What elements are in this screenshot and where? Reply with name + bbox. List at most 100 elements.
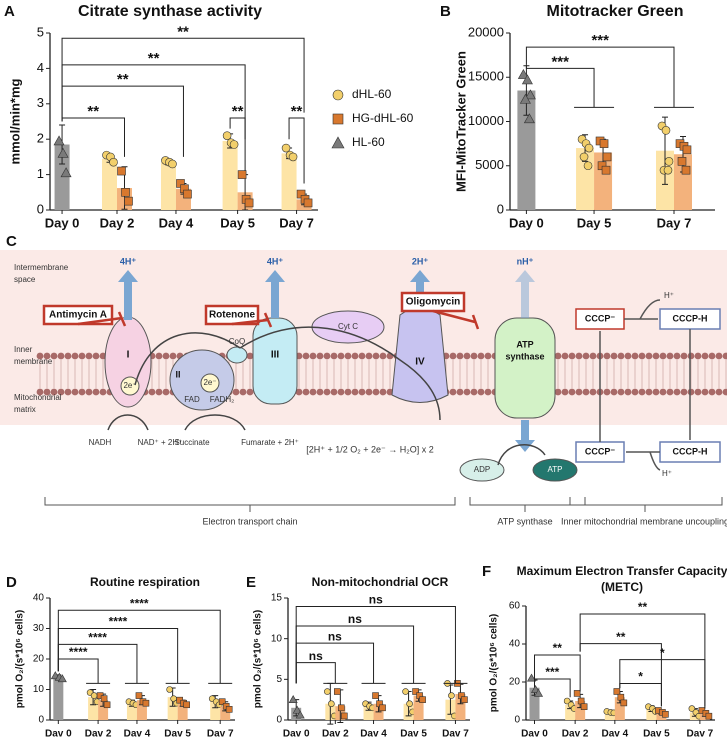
data-point (620, 699, 628, 707)
significance-bracket (579, 643, 662, 707)
proton: H⁺ (664, 291, 674, 300)
data-point (100, 695, 108, 702)
y-axis-label: MFI-MitoTracker Green (453, 51, 468, 192)
lipid-head (344, 352, 352, 360)
lipid-head (470, 388, 478, 396)
significance-label: * (660, 646, 665, 660)
atp-label: ATP (548, 465, 563, 474)
proton: 2H⁺ (412, 256, 429, 266)
bar (220, 706, 231, 720)
x-tick-label: Dav 4 (360, 729, 387, 740)
data-point (292, 705, 302, 714)
data-point (281, 143, 291, 153)
data-point (218, 698, 226, 706)
bar (565, 704, 576, 720)
y-tick-label: 2 (37, 131, 44, 146)
complex-label: IV (415, 357, 425, 368)
x-tick-label: Dav 4 (601, 729, 628, 740)
significance-label: ns (348, 612, 362, 626)
significance-bracket (295, 606, 456, 684)
lipid-head (449, 352, 457, 360)
lipid-head (456, 352, 464, 360)
electron-label: 2e⁻ (123, 381, 136, 390)
data-point (109, 157, 118, 167)
lipid-head (71, 388, 79, 396)
lipid-head (568, 352, 576, 360)
cccp-arrows (599, 299, 691, 471)
y-axis-label: mmol/min*mg (7, 78, 22, 164)
significance-bracket (61, 117, 125, 157)
data-point (563, 697, 571, 705)
lipid-head (582, 352, 590, 360)
lipid-head (561, 388, 569, 396)
significance-label: **** (130, 596, 149, 610)
lipid-head (372, 352, 380, 360)
x-tick-label: Dav 5 (643, 729, 670, 740)
data-point (103, 701, 111, 709)
data-point (664, 157, 674, 166)
legend-marker (331, 136, 345, 149)
bar (136, 700, 147, 720)
data-point (688, 705, 696, 712)
chart-title: Citrate synthase activity (78, 3, 262, 20)
label: Intermembrane (14, 263, 69, 272)
section-label: Inner mitochondrial membrane uncoupling (561, 516, 727, 526)
lipid-head (85, 388, 93, 396)
lipid-head (708, 388, 716, 396)
data-point (341, 712, 348, 720)
lipid-head (582, 388, 590, 396)
product: Fumarate + 2H⁺ (241, 438, 299, 447)
bar (455, 693, 466, 720)
bar (281, 153, 297, 210)
bar (614, 697, 625, 720)
lipid-head (554, 388, 562, 396)
y-tick-label: 0 (37, 201, 44, 216)
cccp: CCCP-H (673, 446, 708, 456)
y-tick-label: 0 (514, 715, 520, 726)
proton: nH⁺ (517, 256, 534, 266)
data-point (288, 152, 298, 162)
x-tick-label: Dav 2 (322, 729, 349, 740)
data-point (166, 686, 173, 693)
significance-bracket (579, 613, 706, 707)
lipid-head (610, 352, 618, 360)
panel-label: D (6, 574, 17, 591)
fad: FAD (184, 395, 200, 404)
x-tick-label: Day 4 (159, 215, 194, 230)
lipid-head (78, 352, 86, 360)
significance-bracket (229, 117, 246, 172)
bar (53, 677, 64, 720)
significance-label: ns (309, 649, 323, 663)
electron-label: 2e⁻ (203, 378, 216, 387)
data-point (406, 700, 413, 708)
data-point (519, 93, 531, 104)
lipid-head (673, 388, 681, 396)
panel-label: E (246, 574, 256, 591)
y-tick-label: 20 (509, 677, 521, 688)
data-point (579, 152, 589, 162)
data-point (573, 690, 581, 697)
data-point (580, 703, 588, 711)
lipid-head (484, 388, 492, 396)
y-tick-label: 0 (276, 715, 282, 726)
lipid-head (337, 388, 345, 396)
y-axis-label: pmol O₂/(s*10⁶ cells) (489, 614, 500, 713)
y-tick-label: 10 (33, 684, 45, 695)
brackets (44, 497, 723, 512)
lipid-head (99, 388, 107, 396)
bar (413, 695, 424, 720)
proton: 4H⁺ (120, 256, 137, 266)
adp-label: ADP (474, 465, 490, 474)
data-point (412, 688, 419, 695)
lipid-head (666, 352, 674, 360)
bar (646, 708, 657, 720)
data-point (577, 697, 585, 705)
proton-arrows (118, 270, 535, 452)
lipid-head (624, 352, 632, 360)
label: Inner (14, 345, 33, 354)
lipid-head (603, 352, 611, 360)
data-point (222, 131, 232, 140)
y-tick-label: 5 (37, 24, 44, 39)
legend-marker (332, 89, 344, 101)
chart-title: Mitotracker Green (547, 3, 684, 20)
